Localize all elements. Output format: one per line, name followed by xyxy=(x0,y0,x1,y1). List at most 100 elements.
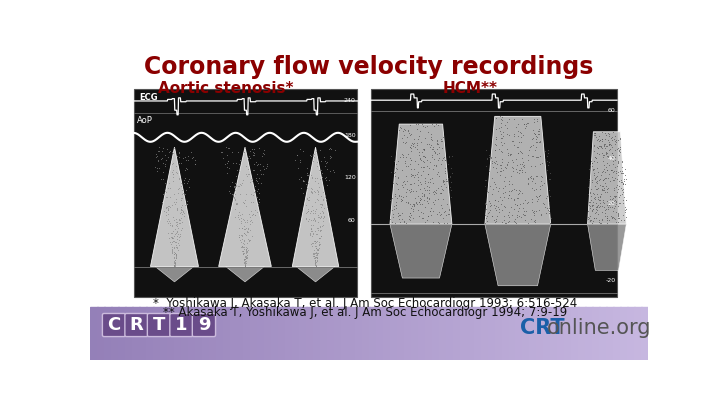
Point xyxy=(230,213,241,220)
Point xyxy=(522,198,534,205)
Point xyxy=(515,165,526,171)
Point xyxy=(312,179,324,186)
Point xyxy=(300,215,312,221)
Point xyxy=(241,216,253,223)
Point xyxy=(517,211,528,217)
Point xyxy=(431,145,443,152)
Point xyxy=(428,145,439,152)
Point xyxy=(428,147,440,154)
Point xyxy=(171,250,182,257)
Point xyxy=(305,184,316,191)
Point xyxy=(435,138,446,145)
Point xyxy=(180,154,192,160)
Bar xyxy=(355,307,363,360)
Point xyxy=(248,166,260,173)
Point xyxy=(495,147,507,154)
Point xyxy=(586,179,598,185)
Polygon shape xyxy=(588,132,626,224)
Point xyxy=(516,161,528,167)
Point xyxy=(608,195,619,202)
Bar xyxy=(341,307,349,360)
Point xyxy=(521,123,532,129)
Point xyxy=(613,137,624,143)
Point xyxy=(316,200,328,207)
Point xyxy=(490,115,501,121)
Point xyxy=(315,226,326,233)
Point xyxy=(409,172,420,178)
Point xyxy=(238,237,250,243)
Point xyxy=(237,251,248,258)
Point xyxy=(170,199,181,206)
Point xyxy=(242,252,253,258)
Point xyxy=(309,209,320,216)
Point xyxy=(516,168,528,175)
Point xyxy=(171,244,183,250)
Point xyxy=(437,134,449,141)
Point xyxy=(421,141,433,147)
Point xyxy=(423,190,434,196)
Text: ** Akasaka T, Yoshikawa J, et al. J Am Soc Echocardiogr 1994; 7:9-19: ** Akasaka T, Yoshikawa J, et al. J Am S… xyxy=(163,306,567,319)
Point xyxy=(613,148,625,154)
Point xyxy=(166,230,178,237)
Point xyxy=(399,177,410,184)
Point xyxy=(522,200,534,206)
Point xyxy=(607,161,618,167)
Point xyxy=(179,191,191,198)
Point xyxy=(310,249,322,256)
Point xyxy=(171,218,182,225)
Point xyxy=(405,180,416,187)
Point xyxy=(168,243,179,250)
Point xyxy=(518,159,529,165)
Point xyxy=(490,184,502,190)
Point xyxy=(168,262,180,268)
Point xyxy=(405,185,417,192)
Point xyxy=(407,188,418,194)
Bar xyxy=(209,307,216,360)
Point xyxy=(392,181,403,188)
Point xyxy=(405,165,417,172)
Point xyxy=(217,155,228,161)
Bar xyxy=(90,307,98,360)
Point xyxy=(543,208,554,214)
Point xyxy=(601,202,613,209)
Point xyxy=(612,172,624,178)
Point xyxy=(302,208,314,214)
Point xyxy=(176,183,187,189)
Point xyxy=(605,199,616,206)
Point xyxy=(412,169,423,175)
Point xyxy=(597,177,608,183)
Point xyxy=(170,252,181,258)
Point xyxy=(504,151,516,157)
Point xyxy=(254,166,266,173)
Point xyxy=(584,198,595,205)
Bar xyxy=(418,307,426,360)
Point xyxy=(595,186,607,192)
Point xyxy=(227,191,238,197)
Point xyxy=(239,262,251,269)
Point xyxy=(592,211,603,217)
Point xyxy=(597,177,608,183)
Point xyxy=(302,179,314,186)
Point xyxy=(238,259,250,266)
Point xyxy=(490,207,502,213)
Point xyxy=(400,189,412,195)
Point xyxy=(441,200,453,207)
Point xyxy=(166,168,178,175)
Bar xyxy=(432,307,439,360)
Bar xyxy=(320,307,328,360)
Point xyxy=(426,205,437,211)
Point xyxy=(526,163,537,169)
Point xyxy=(484,168,495,174)
Point xyxy=(495,165,507,172)
Point xyxy=(588,194,600,201)
Point xyxy=(613,209,624,216)
Point xyxy=(510,166,522,172)
Point xyxy=(160,180,171,186)
Point xyxy=(487,164,499,170)
Point xyxy=(531,194,543,200)
Point xyxy=(168,262,180,269)
Point xyxy=(425,179,436,185)
Point xyxy=(429,149,441,156)
Point xyxy=(438,154,449,161)
Point xyxy=(539,204,551,210)
